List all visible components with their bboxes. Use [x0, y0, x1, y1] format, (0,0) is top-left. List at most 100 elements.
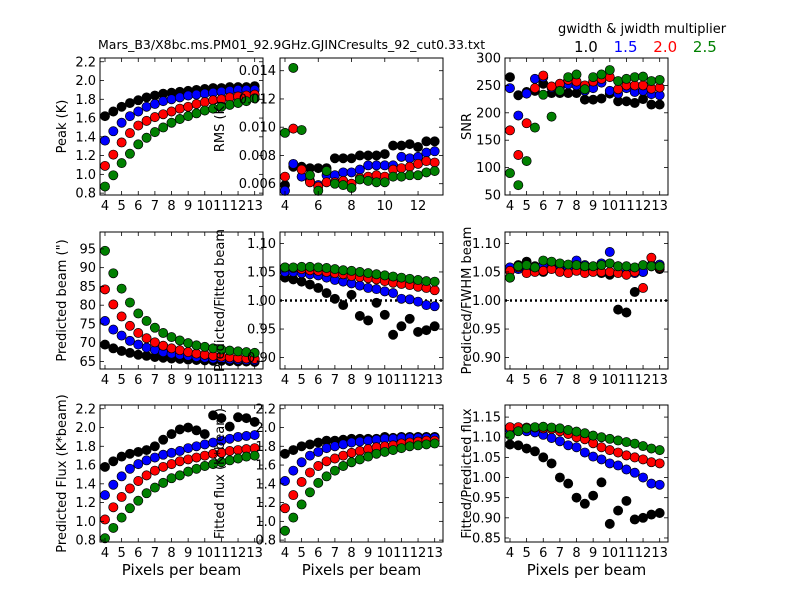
data-point: [629, 262, 640, 273]
data-point: [538, 452, 549, 463]
data-point: [379, 270, 390, 281]
data-point: [396, 163, 407, 174]
data-point: [629, 438, 640, 449]
figure-title: Mars_B3/X8bc.ms.PM01_92.9GHz.GJINCresult…: [98, 37, 486, 52]
data-point: [116, 492, 127, 502]
data-point: [158, 109, 169, 120]
data-point: [191, 340, 202, 351]
panel-3: 4 5 6 7 8 9 10 11 12 13 50 100 150 200 250 300 SNR: [460, 52, 669, 214]
data-point: [233, 453, 243, 464]
data-point: [149, 90, 160, 101]
y-tick-label: 80: [79, 299, 96, 314]
data-point: [108, 106, 119, 117]
series-group: [100, 81, 260, 192]
data-point: [241, 451, 252, 462]
data-point: [604, 445, 615, 456]
x-tick-label: 7: [556, 199, 564, 214]
y-tick-label: 250: [476, 79, 501, 94]
y-tick-label: 1.0: [75, 515, 96, 530]
y-tick-label: 200: [476, 106, 501, 121]
data-point: [421, 136, 432, 147]
y-tick-label: 1.2: [75, 496, 96, 511]
data-point: [280, 127, 290, 138]
x-tick-label: 11: [393, 546, 410, 561]
x-tick-label: 4: [506, 199, 514, 214]
data-point: [199, 461, 210, 471]
data-point: [621, 269, 632, 280]
x-axis-label: Pixels per beam: [302, 561, 422, 579]
data-point: [629, 452, 640, 463]
plot-frame: [504, 404, 669, 543]
x-tick-label: 9: [364, 546, 372, 561]
data-point: [191, 452, 202, 463]
data-point: [579, 84, 590, 95]
data-point: [166, 447, 177, 458]
x-tick-label: 11: [213, 199, 230, 214]
plot-background: [100, 58, 263, 195]
data-point: [646, 76, 657, 86]
data-point: [429, 285, 440, 296]
data-point: [596, 442, 607, 453]
data-point: [413, 326, 423, 337]
data-point: [563, 259, 574, 270]
data-point: [546, 422, 557, 433]
data-point: [124, 320, 135, 331]
data-point: [421, 156, 432, 167]
x-tick-label: 6: [539, 199, 547, 214]
data-point: [654, 508, 665, 518]
data-point: [529, 262, 540, 273]
data-point: [124, 483, 135, 494]
data-point: [588, 94, 599, 105]
data-point: [505, 430, 515, 441]
x-tick-label: 10: [602, 199, 619, 214]
x-tick-label: 6: [314, 373, 322, 388]
data-point: [396, 171, 407, 182]
data-point: [396, 272, 407, 283]
data-point: [141, 350, 152, 361]
data-point: [166, 343, 177, 354]
data-point: [304, 487, 315, 498]
data-point: [646, 457, 657, 468]
panel-4: 4 5 6 7 8 9 10 11 12 13 65 70 75 80 85 90 95 Predicted be…: [55, 231, 264, 388]
x-tick-label: 9: [184, 546, 192, 561]
x-tick-label: 7: [556, 373, 564, 388]
data-point: [133, 476, 144, 486]
x-tick-label: 11: [618, 199, 635, 214]
x-tick-label: 8: [572, 373, 580, 388]
data-point: [529, 446, 540, 457]
data-point: [513, 426, 524, 437]
x-tick-label: 11: [618, 373, 635, 388]
data-point: [296, 499, 307, 510]
data-point: [563, 440, 574, 451]
x-tick-label: 5: [522, 546, 530, 561]
data-point: [124, 98, 135, 108]
data-point: [379, 446, 390, 457]
y-tick-label: 300: [476, 52, 501, 67]
y-tick-label: 150: [476, 134, 501, 149]
data-point: [329, 178, 340, 189]
data-point: [329, 453, 340, 464]
data-point: [116, 311, 127, 322]
data-point: [141, 445, 152, 455]
data-point: [338, 167, 349, 178]
data-point: [166, 459, 177, 470]
data-point: [621, 495, 632, 506]
data-point: [604, 65, 615, 76]
data-point: [183, 111, 194, 122]
data-point: [513, 150, 524, 160]
data-point: [546, 433, 557, 443]
data-point: [241, 431, 252, 441]
x-tick-label: 7: [151, 546, 159, 561]
data-point: [346, 437, 357, 448]
data-point: [158, 328, 169, 338]
data-point: [183, 454, 194, 465]
data-point: [529, 83, 540, 94]
data-point: [141, 333, 152, 344]
data-point: [413, 296, 423, 307]
data-point: [249, 450, 260, 461]
data-point: [629, 514, 640, 525]
y-tick-label: 1.8: [75, 440, 96, 455]
data-point: [133, 446, 144, 457]
data-point: [116, 451, 127, 462]
data-point: [321, 443, 332, 454]
